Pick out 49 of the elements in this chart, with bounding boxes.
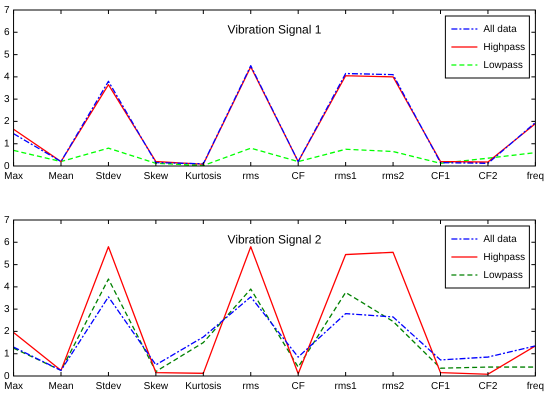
x-tick-label: rms	[242, 170, 260, 182]
legend-label: Lowpass	[483, 270, 523, 281]
x-tick-label: Mean	[48, 380, 74, 392]
x-tick-label: rms2	[382, 170, 405, 182]
y-tick-label: 1	[4, 138, 10, 150]
x-tick-label: CF2	[478, 170, 498, 182]
y-tick-label: 0	[4, 370, 10, 382]
y-tick-label: 7	[4, 4, 10, 16]
x-tick-label: CF1	[431, 170, 450, 182]
legend-label: Highpass	[483, 252, 526, 263]
legend-label: All data	[483, 234, 518, 245]
y-tick-label: 5	[4, 49, 10, 60]
legend-label: Highpass	[483, 42, 526, 53]
y-tick-label: 2	[4, 326, 10, 338]
y-tick-label: 1	[4, 348, 10, 360]
x-tick-label: Stdev	[96, 380, 122, 392]
x-tick-label: rms1	[334, 380, 358, 392]
y-tick-label: 4	[4, 282, 10, 293]
x-tick-label: Skew	[144, 380, 169, 392]
text: Vibration Signal 1	[228, 22, 322, 36]
x-tick-label: rms2	[382, 380, 405, 392]
legend-label: All data	[483, 24, 518, 35]
x-tick-label: Skew	[144, 170, 169, 182]
x-tick-label: Max	[4, 380, 24, 392]
x-tick-label: rms1	[334, 170, 358, 182]
x-tick-label: Kurtosis	[185, 380, 222, 392]
text: Vibration Signal 2	[228, 232, 322, 246]
y-tick-label: 2	[4, 116, 10, 128]
y-tick-label: 3	[4, 304, 10, 315]
y-tick-label: 0	[4, 160, 10, 172]
x-tick-label: Kurtosis	[185, 170, 222, 182]
x-tick-label: Stdev	[96, 170, 122, 182]
x-tick-label: CF	[292, 380, 305, 392]
x-tick-label: CF1	[431, 380, 450, 392]
y-tick-label: 6	[4, 237, 10, 248]
x-tick-label: Mean	[48, 170, 74, 182]
line-series	[12, 296, 536, 372]
y-tick-label: 3	[4, 94, 10, 105]
legend-label: Lowpass	[483, 60, 523, 71]
x-tick-label: rms	[242, 380, 260, 392]
y-tick-label: 7	[4, 214, 10, 226]
y-tick-label: 5	[4, 259, 10, 270]
y-tick-label: 6	[4, 27, 10, 38]
y-tick-label: 4	[4, 72, 10, 83]
x-tick-label: CF	[292, 170, 305, 182]
x-tick-label: CF2	[478, 380, 498, 392]
x-tick-label: Max	[4, 170, 24, 182]
x-tick-label: freq	[526, 380, 544, 392]
x-tick-label: freq	[526, 170, 544, 182]
